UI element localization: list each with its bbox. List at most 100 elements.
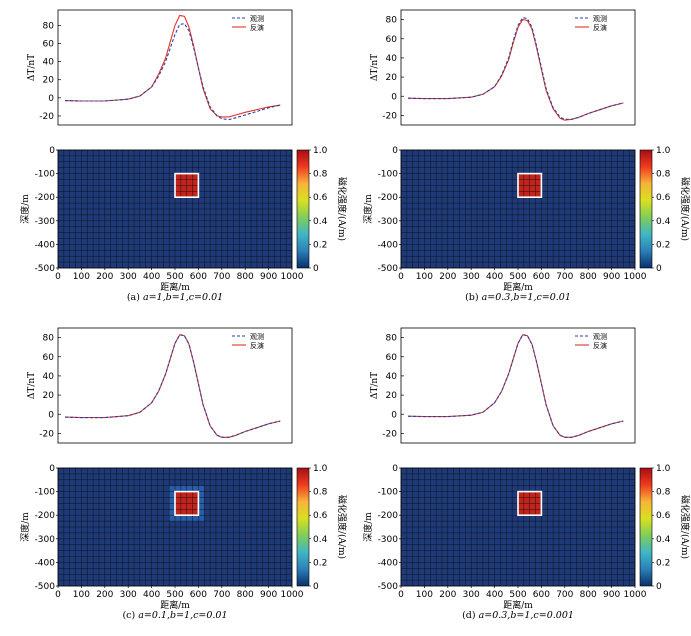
- section-xtick-label: 800: [580, 590, 597, 600]
- profile-ytick-label: -20: [382, 429, 397, 439]
- section-xtick-label: 400: [486, 272, 503, 282]
- legend-observed-label: 观测: [593, 333, 607, 341]
- colorbar: [639, 149, 653, 269]
- observed-series-line: [64, 22, 281, 121]
- section-ytick-label: -200: [378, 193, 399, 203]
- caption-text: a=0.3,b=1,c=0.001: [479, 610, 574, 621]
- profile-ylabel: ΔT/nT: [370, 372, 380, 399]
- section-xtick-label: 0: [55, 272, 61, 282]
- section-xlabel: 距离/m: [503, 281, 533, 293]
- legend-observed-label: 观测: [250, 15, 264, 23]
- colorbar-tick-label: 1.0: [313, 464, 328, 474]
- section-ytick-label: -200: [35, 511, 56, 521]
- section-xtick-label: 0: [398, 590, 404, 600]
- legend-inverted-label: 反演: [593, 23, 607, 32]
- colorbar-label: 磁化强度/(A/m): [336, 495, 348, 559]
- section-ytick-label: -400: [378, 558, 399, 568]
- section-ytick-label: -400: [35, 558, 56, 568]
- section-xtick-label: 200: [96, 590, 113, 600]
- section-ytick-label: -300: [35, 535, 56, 545]
- section-ytick-label: -300: [378, 535, 399, 545]
- section-xtick-label: 100: [416, 272, 433, 282]
- panel-caption: (d) a=0.3,b=1,c=0.001: [462, 610, 574, 621]
- section-grid: [57, 149, 293, 269]
- section-ylabel: 深度/m: [19, 194, 31, 224]
- section-xtick-label: 800: [237, 590, 254, 600]
- panel-caption: (a) a=1,b=1,c=0.01: [127, 292, 223, 303]
- magnetic-body-outline: [517, 172, 543, 199]
- section-xtick-label: 300: [120, 272, 137, 282]
- section-xtick-label: 700: [213, 590, 230, 600]
- colorbar-tick-label: 0: [656, 264, 662, 274]
- profile-frame: [57, 327, 293, 444]
- section-xtick-label: 600: [533, 272, 550, 282]
- colorbar-tick-label: 0.4: [313, 217, 328, 227]
- legend-inverted-label: 反演: [250, 23, 264, 32]
- magnetic-body-outline: [517, 490, 543, 517]
- profile-ytick-label: -20: [39, 112, 54, 122]
- profile-ytick-label: 0: [391, 92, 397, 102]
- section-xlabel: 距离/m: [160, 281, 190, 293]
- section-xtick-label: 1000: [624, 590, 647, 600]
- legend-observed-label: 观测: [593, 15, 607, 23]
- colorbar-tick-label: 0: [656, 582, 662, 592]
- caption-text: a=1,b=1,c=0.01: [143, 292, 223, 303]
- section-xtick-label: 100: [73, 590, 90, 600]
- profile-ylabel: ΔT/nT: [370, 54, 380, 81]
- profile-ytick-label: 60: [43, 353, 55, 363]
- profile-ytick-label: 60: [386, 353, 398, 363]
- section-ytick-label: -100: [378, 488, 399, 498]
- section-xtick-label: 500: [509, 590, 526, 600]
- caption-prefix: (b): [465, 292, 482, 303]
- section-xtick-label: 600: [190, 590, 207, 600]
- profile-ytick-label: -20: [39, 429, 54, 439]
- profile-frame: [400, 327, 636, 444]
- section-grid: [400, 467, 636, 587]
- section-xtick-label: 200: [439, 272, 456, 282]
- legend-inverted-label: 反演: [593, 341, 607, 350]
- section-ytick-label: -200: [35, 193, 56, 203]
- colorbar-tick-label: 0.8: [656, 488, 671, 498]
- colorbar-label: 磁化强度/(A/m): [336, 177, 348, 241]
- section-xtick-label: 600: [190, 272, 207, 282]
- profile-ytick-label: 80: [43, 334, 55, 344]
- profile-ylabel: ΔT/nT: [27, 372, 37, 399]
- caption-text: a=0.1,b=1,c=0.01: [138, 610, 227, 621]
- section-xlabel: 距离/m: [503, 599, 533, 611]
- section-xtick-label: 800: [237, 272, 254, 282]
- section-xtick-label: 200: [439, 590, 456, 600]
- section-ytick-label: 0: [49, 464, 55, 474]
- section-xtick-label: 1000: [281, 590, 304, 600]
- section-grid: [57, 467, 293, 587]
- section-ytick-label: -400: [378, 240, 399, 250]
- section-xtick-label: 700: [556, 272, 573, 282]
- section-ylabel: 深度/m: [19, 512, 31, 542]
- colorbar: [296, 467, 310, 587]
- section-xtick-label: 900: [603, 590, 620, 600]
- profile-ytick-label: 40: [386, 54, 398, 64]
- observed-series-line: [64, 334, 281, 438]
- profile-frame: [57, 9, 293, 126]
- section-xtick-label: 100: [73, 272, 90, 282]
- section-grid: [400, 149, 636, 269]
- section-xlabel: 距离/m: [160, 599, 190, 611]
- panel-caption: (b) a=0.3,b=1,c=0.01: [465, 292, 571, 303]
- section-xtick-label: 500: [509, 272, 526, 282]
- section-xtick-label: 900: [260, 272, 277, 282]
- colorbar-tick-label: 0.6: [656, 193, 671, 203]
- section-ylabel: 深度/m: [362, 512, 374, 542]
- section-xtick-label: 300: [463, 272, 480, 282]
- colorbar-tick-label: 0.4: [313, 535, 328, 545]
- colorbar-tick-label: 0.6: [313, 193, 328, 203]
- colorbar: [639, 467, 653, 587]
- section-ytick-label: 0: [392, 464, 398, 474]
- caption-prefix: (a): [127, 292, 143, 303]
- section-xtick-label: 600: [533, 590, 550, 600]
- section-ytick-label: -500: [35, 582, 56, 592]
- colorbar-label: 磁化强度/(A/m): [679, 177, 691, 241]
